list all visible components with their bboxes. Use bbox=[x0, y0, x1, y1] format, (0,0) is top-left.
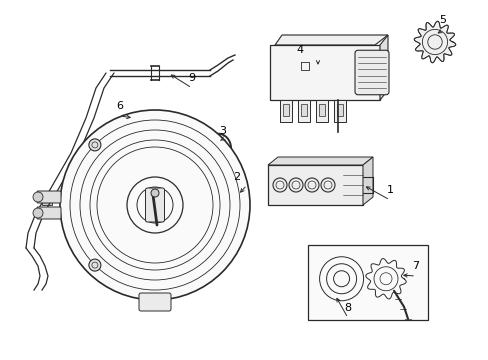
FancyBboxPatch shape bbox=[145, 188, 164, 222]
Bar bbox=[280, 100, 291, 122]
Polygon shape bbox=[379, 35, 387, 100]
Bar bbox=[333, 100, 346, 122]
Circle shape bbox=[151, 189, 159, 197]
Bar bbox=[318, 104, 325, 116]
Bar bbox=[283, 104, 288, 116]
Circle shape bbox=[33, 208, 43, 218]
Text: 6: 6 bbox=[116, 101, 123, 111]
Text: 3: 3 bbox=[219, 126, 226, 136]
Polygon shape bbox=[267, 157, 372, 165]
Polygon shape bbox=[413, 21, 455, 63]
Circle shape bbox=[89, 139, 101, 151]
Bar bbox=[307, 245, 427, 320]
Circle shape bbox=[234, 192, 241, 198]
FancyBboxPatch shape bbox=[37, 191, 61, 203]
Bar bbox=[336, 104, 342, 116]
FancyBboxPatch shape bbox=[37, 207, 61, 219]
Circle shape bbox=[60, 110, 249, 300]
FancyBboxPatch shape bbox=[139, 293, 171, 311]
FancyBboxPatch shape bbox=[354, 50, 388, 95]
Polygon shape bbox=[274, 35, 387, 45]
Polygon shape bbox=[362, 157, 372, 205]
Bar bbox=[297, 100, 309, 122]
Text: 2: 2 bbox=[233, 172, 240, 182]
Bar bbox=[42, 197, 52, 205]
Circle shape bbox=[89, 259, 101, 271]
Text: 8: 8 bbox=[344, 303, 351, 313]
Text: 4: 4 bbox=[296, 45, 303, 55]
Bar bbox=[301, 104, 306, 116]
Text: 5: 5 bbox=[439, 15, 446, 25]
Text: 7: 7 bbox=[411, 261, 419, 271]
Bar bbox=[267, 165, 362, 205]
Text: 1: 1 bbox=[386, 185, 393, 195]
Bar bbox=[269, 45, 379, 100]
Bar bbox=[315, 100, 327, 122]
Text: 9: 9 bbox=[188, 73, 195, 83]
Circle shape bbox=[33, 192, 43, 202]
